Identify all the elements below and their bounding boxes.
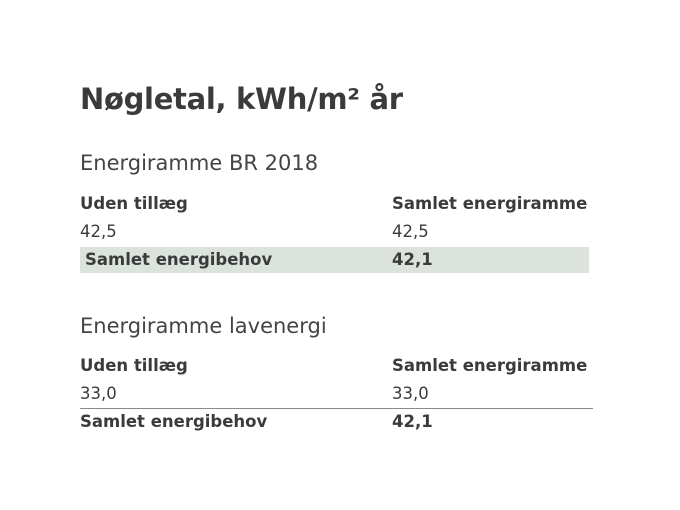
cell: Samlet energibehov xyxy=(85,250,273,269)
cell: Samlet energibehov xyxy=(80,412,268,431)
highlight-row xyxy=(80,247,589,273)
section-heading: Energiramme lavenergi xyxy=(80,314,327,338)
cell: 42,1 xyxy=(392,250,433,269)
cell: 42,1 xyxy=(392,412,433,431)
header-cell: Uden tillæg xyxy=(80,194,188,213)
cell: 33,0 xyxy=(392,384,429,403)
title: Nøgletal, kWh/m² år xyxy=(80,82,403,116)
cell: 42,5 xyxy=(392,222,429,241)
row-divider xyxy=(80,408,593,409)
section-heading: Energiramme BR 2018 xyxy=(80,151,319,175)
header-cell: Samlet energiramme xyxy=(392,194,588,213)
header-cell: Samlet energiramme xyxy=(392,356,588,375)
header-cell: Uden tillæg xyxy=(80,356,188,375)
cell: 33,0 xyxy=(80,384,117,403)
cell: 42,5 xyxy=(80,222,117,241)
